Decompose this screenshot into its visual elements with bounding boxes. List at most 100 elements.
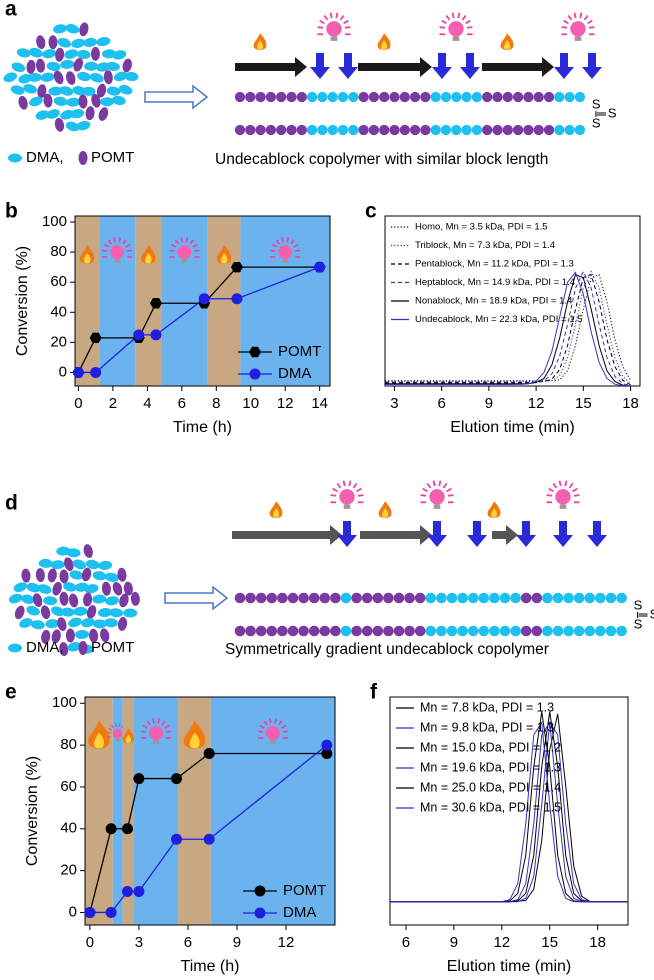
- monomer: [13, 582, 28, 593]
- monomer: [66, 97, 81, 107]
- monomer: [89, 628, 99, 643]
- data-point: [72, 366, 84, 378]
- bead: [457, 625, 468, 637]
- bead: [595, 592, 606, 604]
- flame-icon: [88, 720, 110, 749]
- monomer: [77, 71, 91, 82]
- bead: [308, 625, 320, 637]
- bead: [595, 625, 606, 637]
- data-point: [105, 823, 117, 835]
- bead: [499, 625, 511, 637]
- bulb-base: [452, 36, 460, 41]
- bead: [383, 625, 394, 637]
- bulb-icon: [102, 237, 133, 263]
- bulb-ray: [588, 26, 595, 29]
- bulb-ray: [567, 14, 573, 21]
- flame-inner: [381, 40, 388, 50]
- bulb-ray: [352, 482, 358, 489]
- bead: [337, 91, 349, 103]
- monomer: [86, 605, 97, 619]
- legend-label: DMA: [278, 365, 311, 382]
- bulb-glass: [570, 21, 586, 37]
- bulb-ray: [263, 720, 268, 726]
- x-tick-label: 6: [402, 934, 410, 951]
- bead: [430, 91, 441, 103]
- bead: [564, 91, 575, 103]
- y-tick-label: 0: [59, 363, 67, 380]
- bead: [393, 592, 405, 604]
- bulb-ray: [180, 237, 184, 243]
- monomer: [102, 49, 117, 59]
- x-tick-label: 15: [575, 395, 592, 412]
- monomer: [65, 628, 75, 643]
- bead: [554, 124, 565, 136]
- x-tick-label: 6: [184, 934, 192, 951]
- monomer: [26, 582, 41, 593]
- bulb-icon: [141, 718, 172, 744]
- bulb-ray: [465, 19, 471, 25]
- process-arrow: [144, 84, 209, 110]
- bulb-ray: [583, 14, 589, 21]
- monomer: [60, 59, 75, 69]
- bead: [306, 91, 318, 103]
- bead: [245, 592, 256, 604]
- bulb-ray: [319, 19, 325, 25]
- bead: [296, 124, 307, 136]
- bulb-base: [574, 36, 582, 41]
- data-point: [121, 886, 133, 898]
- legend-label: Mn = 15.0 kDa, PDI = 1.2: [420, 740, 561, 754]
- bead: [368, 124, 380, 136]
- data-point: [231, 293, 243, 305]
- bead: [277, 592, 288, 604]
- bead: [255, 592, 267, 604]
- end-group-atom: S: [592, 96, 601, 111]
- bulb-base: [181, 259, 188, 263]
- bulb-ray: [564, 480, 568, 487]
- bulb-ray: [432, 480, 436, 487]
- bulb-ray: [127, 249, 133, 252]
- bead: [265, 91, 277, 103]
- monomer: [35, 110, 50, 120]
- bulb-ray: [108, 727, 112, 731]
- x-axis-title: Elution time (min): [450, 419, 574, 436]
- series-line: [385, 270, 631, 386]
- shade-band: [240, 216, 330, 386]
- bead: [265, 124, 277, 136]
- bulb-ray: [282, 730, 288, 733]
- bead: [512, 124, 524, 136]
- bead: [533, 124, 544, 136]
- flame-icon: [269, 501, 283, 518]
- monomer: [3, 72, 18, 83]
- bulb-ray: [579, 12, 583, 19]
- monomer: [98, 560, 113, 570]
- legend-label: Nonablock, Mn = 18.9 kDa, PDI = 1.4: [415, 296, 572, 307]
- bulb-icon: [546, 480, 580, 509]
- monomer: [30, 620, 45, 630]
- data-point: [321, 739, 333, 751]
- bulb-ray: [357, 494, 364, 497]
- monomer: [111, 95, 126, 106]
- monomer: [48, 35, 58, 50]
- bead: [457, 592, 468, 604]
- monomer: [112, 581, 123, 596]
- data-point: [254, 907, 266, 919]
- bead: [399, 91, 410, 103]
- monomer: [37, 84, 47, 99]
- bulb-ray: [152, 718, 155, 724]
- bead: [584, 625, 596, 637]
- bulb-icon: [169, 237, 200, 263]
- y-tick-label: 100: [52, 694, 77, 711]
- y-tick-label: 60: [60, 778, 77, 795]
- bulb-ray: [122, 239, 127, 245]
- legend-label: Homo, Mn = 3.5 kDa, PDI = 1.5: [415, 222, 548, 233]
- bulb-ray: [275, 239, 280, 245]
- bead: [492, 124, 503, 136]
- bulb-ray: [189, 239, 194, 245]
- bulb-ray: [451, 12, 455, 19]
- bulb-ray: [185, 237, 189, 243]
- monomer: [92, 619, 107, 629]
- bead: [512, 91, 524, 103]
- plot-frame: [384, 215, 641, 387]
- monomer: [71, 38, 86, 49]
- bead: [330, 592, 341, 604]
